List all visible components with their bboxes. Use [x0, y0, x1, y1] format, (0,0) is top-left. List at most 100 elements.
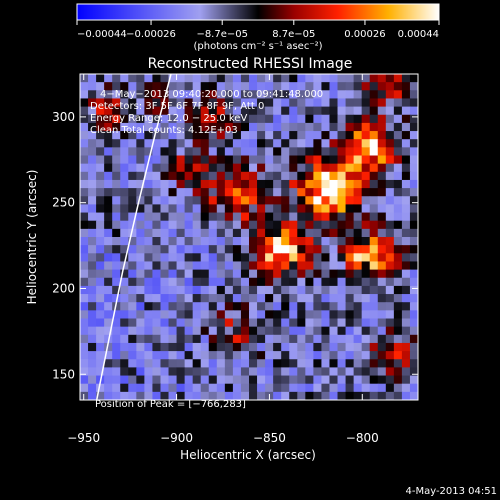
heatmap-cell	[96, 171, 105, 181]
heatmap-cell	[144, 106, 153, 116]
y-tick-label: 300	[52, 110, 75, 124]
heatmap-cell	[249, 302, 258, 311]
heatmap-cell	[393, 171, 403, 181]
heatmap-cell	[184, 220, 194, 230]
heatmap-cell	[216, 163, 226, 173]
heatmap-cell	[385, 98, 395, 108]
heatmap-cell	[297, 245, 306, 254]
heatmap-cell	[393, 212, 403, 222]
heatmap-cell	[289, 82, 298, 91]
heatmap-cell	[168, 179, 178, 189]
heatmap-cell	[104, 383, 113, 393]
heatmap-cell	[120, 98, 129, 108]
heatmap-cell	[401, 228, 411, 238]
heatmap-cell	[337, 237, 347, 246]
heatmap-cell	[136, 261, 145, 271]
heatmap-cell	[361, 326, 371, 336]
heatmap-cell	[313, 147, 322, 156]
heatmap-cell	[120, 342, 129, 352]
heatmap-cell	[96, 212, 105, 222]
heatmap-cell	[369, 294, 379, 303]
heatmap-cell	[281, 82, 290, 91]
heatmap-cell	[265, 220, 274, 230]
heatmap-cell	[329, 318, 339, 328]
heatmap-cell	[96, 367, 105, 377]
heatmap-cell	[377, 90, 387, 99]
heatmap-cell	[297, 163, 306, 173]
heatmap-cell	[369, 98, 379, 108]
heatmap-cell	[184, 359, 194, 368]
heatmap-cell	[273, 375, 282, 385]
heatmap-cell	[249, 122, 258, 132]
heatmap-cell	[200, 147, 210, 156]
heatmap-cell	[240, 90, 250, 99]
heatmap-cell	[184, 277, 194, 287]
heatmap-cell	[152, 269, 161, 279]
heatmap-cell	[208, 310, 218, 319]
heatmap-cell	[176, 139, 186, 148]
heatmap-cell	[88, 237, 97, 246]
heatmap-cell	[192, 122, 202, 132]
heatmap-cell	[329, 196, 339, 205]
heatmap-cell	[265, 383, 274, 393]
heatmap-cell	[160, 334, 170, 344]
heatmap-cell	[289, 285, 298, 295]
heatmap-cell	[200, 212, 210, 222]
heatmap-cell	[168, 122, 178, 132]
heatmap-cell	[216, 179, 226, 189]
heatmap-cell	[112, 98, 121, 108]
heatmap-cell	[257, 269, 266, 279]
heatmap-cell	[353, 196, 363, 205]
heatmap-cell	[401, 294, 411, 303]
heatmap-cell	[128, 204, 137, 214]
heatmap-cell	[136, 163, 145, 173]
heatmap-cell	[104, 269, 113, 279]
heatmap-cell	[216, 98, 226, 108]
heatmap-cell	[329, 82, 339, 91]
heatmap-cell	[88, 220, 97, 230]
heatmap-cell	[361, 114, 371, 124]
heatmap-cell	[353, 391, 363, 400]
heatmap-cell	[128, 359, 137, 368]
heatmap-cell	[257, 106, 266, 116]
heatmap-cell	[337, 310, 347, 319]
heatmap-cell	[281, 285, 290, 295]
heatmap-cell	[224, 285, 234, 295]
heatmap-cell	[120, 114, 129, 124]
heatmap-cell	[240, 179, 250, 189]
heatmap-cell	[393, 90, 403, 99]
heatmap-cell	[329, 179, 339, 189]
heatmap-cell	[289, 245, 298, 254]
heatmap-cell	[361, 220, 371, 230]
heatmap-cell	[168, 261, 178, 271]
heatmap-cell	[305, 196, 314, 205]
heatmap-cell	[297, 383, 306, 393]
heatmap-cell	[144, 285, 153, 295]
heatmap-cell	[321, 334, 330, 344]
heatmap-cell	[257, 171, 266, 181]
heatmap-cell	[409, 375, 418, 385]
heatmap-cell	[240, 188, 250, 197]
heatmap-cell	[377, 310, 387, 319]
heatmap-cell	[377, 253, 387, 262]
heatmap-cell	[265, 253, 274, 262]
heatmap-cell	[240, 326, 250, 336]
heatmap-cell	[240, 302, 250, 311]
heatmap-cell	[305, 220, 314, 230]
heatmap-cell	[224, 196, 234, 205]
heatmap-cell	[313, 245, 322, 254]
heatmap-cell	[160, 351, 170, 360]
heatmap-cell	[337, 114, 347, 124]
heatmap-cell	[152, 139, 161, 148]
heatmap-cell	[297, 302, 306, 311]
heatmap-cell	[353, 74, 363, 83]
heatmap-cell	[289, 269, 298, 279]
heatmap-cell	[249, 269, 258, 279]
annotation-detectors: Detectors: 3F 5F 6F 7F 8F 9F, Att 0	[90, 101, 264, 112]
heatmap-cell	[192, 277, 202, 287]
heatmap-cell	[281, 155, 290, 165]
heatmap-cell	[184, 212, 194, 222]
heatmap-cell	[200, 334, 210, 344]
heatmap-cell	[377, 131, 387, 140]
heatmap-cell	[208, 155, 218, 165]
